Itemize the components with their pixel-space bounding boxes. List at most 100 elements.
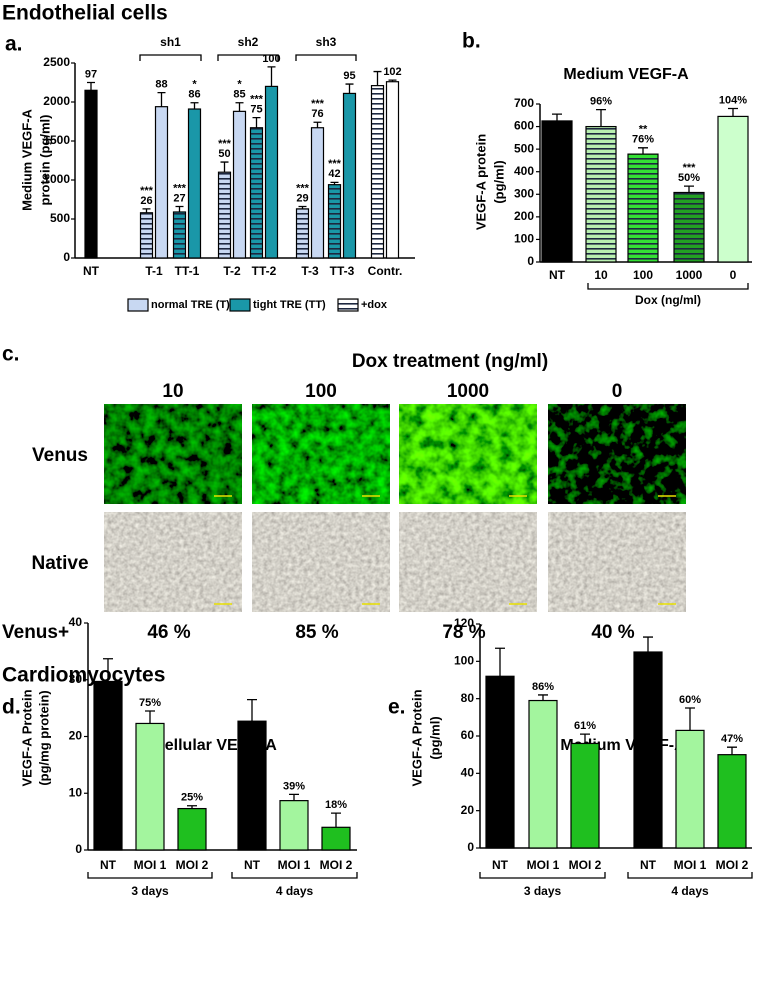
error-bar [187, 805, 197, 809]
group-label: Dox (ng/ml) [635, 293, 701, 307]
bar [541, 120, 573, 263]
error-bar [495, 647, 505, 677]
bar [310, 127, 325, 259]
y-tick-label: 0 [63, 250, 70, 264]
error-bar [728, 107, 738, 117]
bar [570, 742, 600, 849]
y-axis-label: VEGF-A Protein [19, 689, 34, 786]
y-axis-label: VEGF-A Protein [409, 689, 424, 786]
bar [485, 675, 515, 849]
error-bar [684, 185, 694, 193]
summary-value: 40 % [591, 622, 634, 643]
bar [342, 92, 357, 259]
x-tick-label: Contr. [368, 264, 403, 278]
significance-label: ** [639, 124, 648, 136]
y-tick-label: 120 [454, 616, 474, 630]
bar [237, 720, 267, 851]
value-label: 76% [632, 134, 654, 146]
y-tick-label: 10 [69, 785, 83, 799]
bar [217, 171, 232, 259]
native-image [399, 512, 537, 612]
bar [139, 212, 154, 259]
error-bar [552, 113, 562, 121]
legend-label: tight TRE (TT) [253, 299, 326, 311]
error-bar [388, 79, 397, 82]
x-tick-label: T-2 [223, 264, 241, 278]
value-label: 50 [218, 148, 230, 160]
x-tick-label: TT-3 [330, 264, 355, 278]
error-bar [727, 746, 737, 755]
bar [370, 85, 385, 259]
group-label: 4 days [671, 884, 709, 898]
panel-label: b. [462, 30, 481, 53]
group-bracket [139, 54, 202, 61]
y-tick-label: 500 [514, 141, 534, 155]
value-label: 50% [678, 172, 700, 184]
y-tick-label: 30 [69, 672, 83, 686]
y-axis-label: VEGF-A protein [473, 134, 488, 230]
bar [93, 680, 123, 851]
error-bar [142, 208, 151, 213]
x-tick-label: 100 [633, 268, 653, 282]
value-label: 104% [719, 94, 747, 106]
summary-label: Venus+ [2, 622, 69, 643]
y-tick-label: 0 [527, 254, 534, 268]
y-axis-label: Medium VEGF-A [19, 108, 34, 210]
x-tick-label: MOI 2 [716, 858, 749, 872]
significance-label: *** [328, 158, 342, 170]
group-label: 4 days [276, 884, 314, 898]
bar [327, 184, 342, 259]
x-tick-label: 1000 [676, 268, 703, 282]
group-bracket [231, 872, 358, 879]
significance-label: *** [296, 182, 310, 194]
x-tick-label: MOI 2 [320, 858, 353, 872]
error-bar [175, 205, 184, 212]
row-label: Venus [32, 445, 88, 466]
y-tick-label: 200 [514, 209, 534, 223]
value-label: 42 [328, 168, 340, 180]
y-axis-label: (pg/ml) [491, 160, 506, 203]
bar [187, 108, 202, 259]
x-tick-label: NT [100, 858, 117, 872]
group-label: sh1 [160, 35, 181, 49]
error-bar [373, 70, 382, 86]
y-tick-label: 100 [454, 654, 474, 668]
bar [675, 729, 705, 849]
error-bar [145, 710, 155, 724]
legend-label: normal TRE (T) [151, 299, 230, 311]
value-label: 60% [679, 694, 701, 706]
row-label: Native [31, 553, 88, 574]
y-tick-label: 60 [461, 728, 475, 742]
y-tick-label: 2000 [43, 94, 70, 108]
error-bar [190, 102, 199, 110]
column-label: 10 [162, 381, 183, 402]
group-label: 3 days [524, 884, 562, 898]
group-bracket [627, 872, 753, 879]
group-bracket [295, 54, 357, 61]
bar [717, 115, 749, 263]
bar [321, 826, 351, 851]
group-label: 3 days [131, 884, 169, 898]
value-label: 96% [590, 96, 612, 108]
native-image [104, 512, 242, 612]
value-label: 25% [181, 792, 203, 804]
value-label: 86 [188, 89, 200, 101]
x-tick-label: MOI 2 [569, 858, 602, 872]
venus-image [252, 404, 390, 504]
y-tick-label: 20 [461, 803, 475, 817]
column-label: 1000 [447, 381, 489, 402]
bar [528, 699, 558, 849]
summary-value: 78 % [442, 622, 485, 643]
x-tick-label: MOI 1 [674, 858, 707, 872]
error-bar [596, 108, 606, 127]
panel-label: c. [2, 343, 20, 366]
group-label: sh2 [238, 35, 259, 49]
y-tick-label: 0 [467, 840, 474, 854]
y-tick-label: 80 [461, 691, 475, 705]
y-axis-label: (pg/ml) [427, 716, 442, 759]
error-bar [345, 83, 354, 94]
x-tick-label: 10 [594, 268, 608, 282]
legend-label: +dox [361, 299, 388, 311]
x-tick-label: NT [83, 264, 100, 278]
